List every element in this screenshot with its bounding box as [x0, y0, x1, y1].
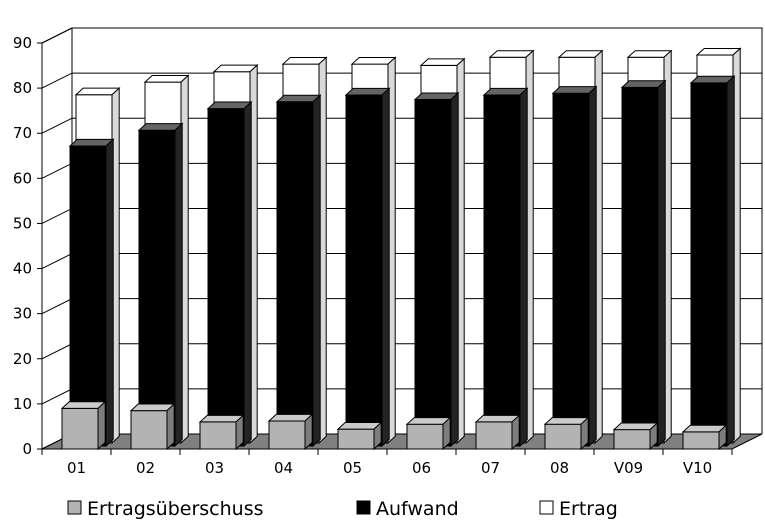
- bar-side: [97, 400, 106, 451]
- bar-face: [544, 423, 582, 450]
- bar-1-4: [344, 87, 391, 448]
- y-tick-label: 40: [13, 260, 32, 278]
- bar-face: [682, 431, 720, 450]
- bar-0-6: [474, 414, 521, 451]
- legend-swatch: [539, 500, 554, 515]
- bar-0-7: [543, 416, 590, 451]
- bar-side: [243, 100, 252, 448]
- x-tick-label: 04: [274, 459, 293, 477]
- bar-face: [690, 82, 728, 447]
- bar-face: [207, 108, 245, 447]
- bar-face: [345, 94, 383, 447]
- x-tick-label: V10: [683, 459, 712, 477]
- bar-side: [657, 79, 666, 448]
- y-tick-label: 0: [22, 440, 32, 458]
- bar-side: [304, 413, 313, 451]
- bar-1-0: [68, 138, 115, 448]
- bar-side: [726, 75, 735, 448]
- x-tick-label: 02: [136, 459, 155, 477]
- axes: 0 10 20 30 40 50 60 70 80 90 01 02 03 04 05 06 07 08 V09 V1…: [13, 34, 733, 477]
- bar-1-3: [275, 94, 322, 448]
- bar-face: [61, 407, 99, 450]
- bar-face: [337, 428, 375, 450]
- bar-1-5: [413, 91, 460, 448]
- legend-label: Ertrag: [559, 498, 618, 520]
- bar-0-9: [681, 424, 728, 451]
- bars: [60, 47, 742, 451]
- bar-side: [381, 87, 390, 448]
- gridline: [41, 27, 762, 44]
- bar-side: [450, 91, 459, 448]
- bar-1-6: [482, 87, 529, 448]
- bar-side: [649, 421, 658, 451]
- bar-face: [268, 420, 306, 450]
- bar-face: [552, 92, 590, 447]
- bar-1-2: [206, 100, 253, 448]
- x-tick-label: 07: [481, 459, 500, 477]
- bar-face: [483, 94, 521, 447]
- bar-1-8: [620, 79, 667, 448]
- bar-0-5: [405, 416, 452, 451]
- bar-0-4: [336, 421, 383, 451]
- bar-0-2: [198, 414, 245, 451]
- bar-face: [613, 429, 651, 450]
- x-tick-label: 05: [343, 459, 362, 477]
- bar-face: [406, 423, 444, 450]
- bar-0-3: [267, 413, 314, 451]
- bar-side: [105, 138, 114, 448]
- bar-0-1: [129, 402, 176, 451]
- bar-1-1: [137, 122, 184, 448]
- bar-1-9: [689, 75, 736, 448]
- bar-face: [621, 86, 659, 447]
- y-tick-label: 30: [13, 305, 32, 323]
- bar-face: [199, 421, 237, 450]
- bar-side: [166, 402, 175, 451]
- bar-face: [69, 145, 107, 447]
- y-tick-label: 20: [13, 350, 32, 368]
- bar-face: [130, 410, 168, 450]
- y-tick-label: 50: [13, 214, 32, 232]
- bar-side: [174, 122, 183, 448]
- bar-side: [312, 94, 321, 448]
- x-tick-label: V09: [614, 459, 643, 477]
- bar-0-8: [612, 421, 659, 451]
- x-tick-label: 08: [550, 459, 569, 477]
- legend: Ertragsüberschuss Aufwand Ertrag: [67, 498, 618, 520]
- bar-side: [235, 414, 244, 451]
- bar-side: [580, 416, 589, 451]
- bar-face: [138, 129, 176, 447]
- bar-side: [588, 85, 597, 448]
- y-tick-label: 10: [13, 395, 32, 413]
- bar-face: [276, 101, 314, 447]
- y-tick-label: 90: [13, 34, 32, 52]
- legend-swatch: [356, 500, 371, 515]
- x-tick-label: 03: [205, 459, 224, 477]
- bar-side: [718, 424, 727, 451]
- bar-side: [442, 416, 451, 451]
- x-tick-label: 01: [67, 459, 86, 477]
- bar-face: [475, 421, 513, 450]
- bar-face: [414, 99, 452, 447]
- x-tick-label: 06: [412, 459, 431, 477]
- bar-side: [373, 421, 382, 451]
- bar-side: [519, 87, 528, 448]
- bar-0-0: [60, 400, 107, 451]
- bar-1-7: [551, 85, 598, 448]
- y-tick-label: 70: [13, 124, 32, 142]
- bar-side: [511, 414, 520, 451]
- y-tick-label: 60: [13, 169, 32, 187]
- y-tick-label: 80: [13, 79, 32, 97]
- legend-label: Aufwand: [376, 498, 459, 520]
- legend-label: Ertragsüberschuss: [87, 498, 264, 520]
- legend-swatch: [67, 500, 82, 515]
